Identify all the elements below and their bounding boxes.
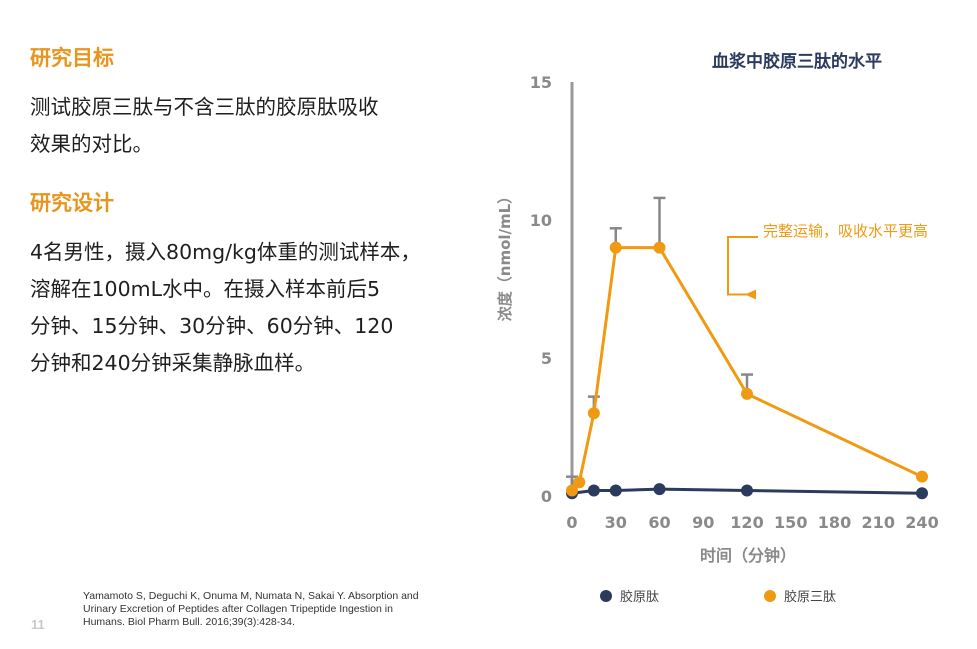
legend-marker-peptide — [600, 589, 612, 602]
objective-line-2: 效果的对比。 — [30, 132, 153, 156]
x-axis-label: 时间（分钟） — [700, 546, 796, 565]
objective-line-1: 测试胶原三肽与不含三肽的胶原肽吸收 — [30, 95, 379, 119]
design-heading: 研究设计 — [30, 191, 114, 215]
objective-heading: 研究目标 — [30, 46, 114, 70]
x-tick-label: 90 — [692, 513, 714, 532]
data-point-tripeptide — [609, 241, 622, 254]
annotation-arrow-line — [727, 236, 758, 296]
design-line-4: 分钟和240分钟采集静脉血样。 — [30, 351, 316, 375]
data-point-peptide — [587, 484, 600, 497]
y-tick-label: 5 — [541, 349, 552, 368]
legend-label-peptide: 胶原肽 — [620, 590, 660, 605]
page-number: 11 — [31, 617, 45, 632]
data-point-tripeptide — [566, 484, 578, 497]
citation: Yamamoto S, Deguchi K, Onuma M, Numata N… — [83, 590, 503, 629]
design-line-2: 溶解在100mL水中。在摄入样本前后5 — [30, 277, 381, 301]
annotation-label: 完整运输，吸收水平更高 — [763, 222, 928, 240]
data-point-tripeptide — [573, 476, 586, 489]
x-tick-label: 150 — [774, 513, 807, 532]
data-point-tripeptide — [741, 387, 753, 400]
chart-title: 血浆中胶原三肽的水平 — [712, 51, 882, 72]
annotation-arrow-head — [745, 289, 756, 300]
data-point-tripeptide — [587, 407, 600, 420]
citation-line-1: Yamamoto S, Deguchi K, Onuma M, Numata N… — [83, 590, 419, 602]
data-point-peptide — [653, 483, 666, 496]
citation-line-2: Urinary Excretion of Peptides after Coll… — [83, 603, 393, 615]
x-tick-label: 240 — [905, 513, 938, 532]
design-line-3: 分钟、15分钟、30分钟、60分钟、120 — [30, 314, 394, 338]
y-tick-label: 15 — [530, 73, 552, 92]
y-axis-label: 浓度（nmol/mL） — [496, 189, 514, 321]
legend-label-tripeptide: 胶原三肽 — [784, 590, 837, 605]
data-point-peptide — [741, 484, 753, 497]
design-line-1: 4名男性，摄入80mg/kg体重的测试样本， — [30, 240, 421, 264]
x-tick-label: 60 — [648, 513, 670, 532]
legend-item-peptide: 胶原肽 — [600, 586, 659, 605]
data-point-tripeptide — [916, 470, 928, 483]
design-text: 4名男性，摄入80mg/kg体重的测试样本， 溶解在100mL水中。在摄入样本前… — [30, 234, 421, 382]
data-point-peptide — [916, 487, 928, 500]
x-tick-label: 120 — [730, 513, 763, 532]
data-point-peptide — [609, 484, 622, 497]
x-tick-label: 0 — [566, 513, 577, 532]
x-tick-label: 210 — [862, 513, 895, 532]
x-tick-label: 180 — [818, 513, 851, 532]
legend-marker-tripeptide — [764, 589, 776, 602]
data-point-tripeptide — [653, 241, 666, 254]
series-line-tripeptide — [570, 246, 923, 492]
y-tick-label: 0 — [541, 487, 552, 506]
citation-line-3: Humans. Biol Pharm Bull. 2016;39(3):428-… — [83, 616, 295, 628]
objective-text: 测试胶原三肽与不含三肽的胶原肽吸收 效果的对比。 — [30, 89, 379, 163]
legend-item-tripeptide: 胶原三肽 — [764, 586, 836, 605]
y-tick-label: 10 — [530, 211, 552, 230]
x-tick-label: 30 — [605, 513, 627, 532]
